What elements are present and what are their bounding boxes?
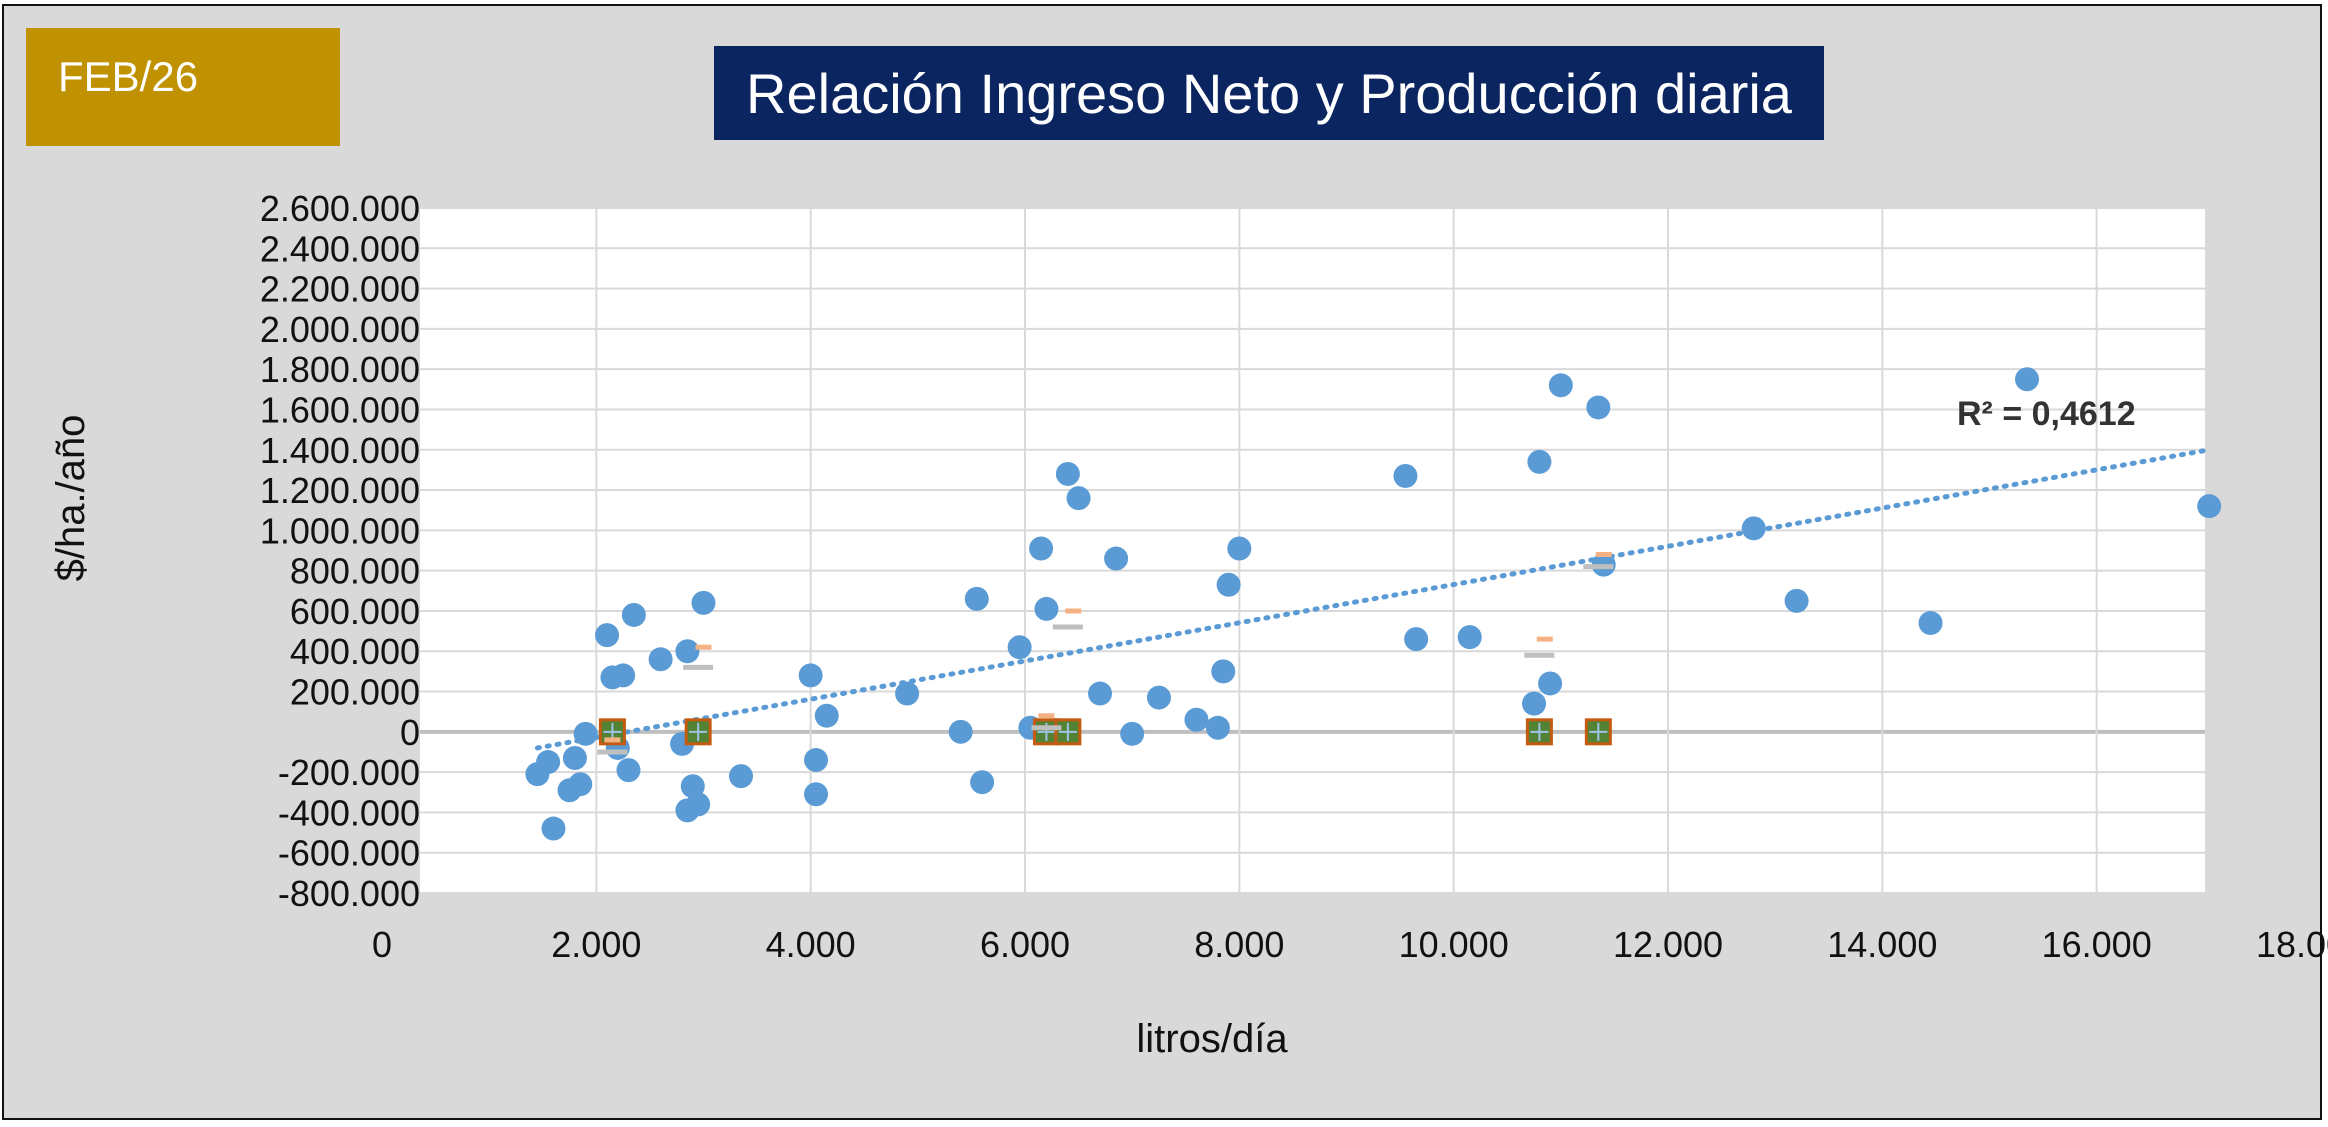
data-point xyxy=(2015,367,2040,392)
data-point xyxy=(970,770,995,795)
y-tick-label: -800.000 xyxy=(278,873,420,914)
plot-area xyxy=(420,208,2205,893)
x-tick-label: 12.000 xyxy=(1613,924,1723,965)
y-tick-label: 600.000 xyxy=(290,591,420,632)
y-tick-label: 1.600.000 xyxy=(260,389,420,430)
y-tick-label: 2.000.000 xyxy=(260,309,420,350)
grid-lines xyxy=(420,207,2312,894)
y-tick-label: 400.000 xyxy=(290,631,420,672)
y-tick-label: 200.000 xyxy=(290,672,420,713)
y-tick-label: 1.400.000 xyxy=(260,430,420,471)
cross-marker xyxy=(1058,722,1077,741)
x-tick-label: 16.000 xyxy=(2042,924,2152,965)
cross-marker xyxy=(689,722,708,741)
data-point xyxy=(1784,588,1809,613)
data-point xyxy=(573,721,598,746)
x-tick-label: 18.000 xyxy=(2256,924,2328,965)
data-point xyxy=(1918,611,1943,636)
y-tick-label: 0 xyxy=(400,712,420,753)
r-squared-label: R² = 0,4612 xyxy=(1957,395,2136,433)
data-point xyxy=(648,647,673,672)
x-axis-label: litros/día xyxy=(1136,1017,1288,1061)
data-point xyxy=(1211,659,1236,684)
y-tick-label: -200.000 xyxy=(278,752,420,793)
data-point xyxy=(536,750,561,775)
x-tick-labels: 0 2.000 4.000 6.000 8.000 10.000 12.000 14.000 1… xyxy=(372,924,2328,965)
data-point xyxy=(1216,572,1241,597)
chart-title: Relación Ingreso Neto y Producción diari… xyxy=(714,46,1824,140)
data-point xyxy=(616,758,641,783)
data-point xyxy=(798,663,823,688)
x-tick-label: 10.000 xyxy=(1399,924,1509,965)
y-tick-label: 2.200.000 xyxy=(260,269,420,310)
data-point xyxy=(1205,715,1230,740)
y-tick-label: 1.000.000 xyxy=(260,510,420,551)
data-point xyxy=(1184,707,1209,732)
data-point xyxy=(1538,671,1563,696)
data-point xyxy=(804,782,829,807)
y-tick-labels: -800.000-600.000-400.000-200.0000200.000… xyxy=(260,188,420,914)
date-badge: FEB/26 xyxy=(26,28,340,146)
y-tick-label: 1.200.000 xyxy=(260,470,420,511)
y-tick-label: 1.800.000 xyxy=(260,349,420,390)
data-point xyxy=(541,816,566,841)
data-point xyxy=(1055,461,1080,486)
data-point xyxy=(595,623,620,648)
data-point xyxy=(964,586,989,611)
x-tick-label: 8.000 xyxy=(1194,924,1284,965)
cross-marker xyxy=(1530,722,1549,741)
data-point xyxy=(1104,546,1129,571)
y-axis-label: $/ha./año xyxy=(49,415,93,582)
data-point xyxy=(1393,463,1418,488)
data-point xyxy=(568,772,593,797)
data-point xyxy=(1227,536,1252,561)
data-point xyxy=(1527,449,1552,474)
data-point xyxy=(1034,596,1059,621)
data-point xyxy=(680,774,705,799)
data-point xyxy=(1457,625,1482,650)
x-tick-label: 4.000 xyxy=(766,924,856,965)
data-point xyxy=(948,719,973,744)
data-point xyxy=(895,681,920,706)
trendline-group xyxy=(534,447,2212,751)
data-point xyxy=(1548,373,1573,398)
y-tick-label: -400.000 xyxy=(278,792,420,833)
data-point xyxy=(729,764,754,789)
data-point xyxy=(611,663,636,688)
data-points xyxy=(525,367,2222,841)
data-point xyxy=(1404,627,1429,652)
data-point xyxy=(2197,494,2222,519)
y-tick-label: 2.400.000 xyxy=(260,228,420,269)
y-tick-label: 2.600.000 xyxy=(260,188,420,229)
data-point xyxy=(562,746,587,771)
x-tick-label: 14.000 xyxy=(1827,924,1937,965)
data-point xyxy=(691,590,716,615)
x-tick-label: 2.000 xyxy=(551,924,641,965)
data-point xyxy=(1586,395,1611,420)
data-point xyxy=(1522,691,1547,716)
data-point xyxy=(1741,516,1766,541)
cross-marker xyxy=(1589,722,1608,741)
data-point xyxy=(1029,536,1054,561)
data-point xyxy=(621,602,646,627)
data-point xyxy=(1088,681,1113,706)
data-point xyxy=(814,703,839,728)
data-point xyxy=(804,748,829,773)
x-tick-label: 6.000 xyxy=(980,924,1070,965)
data-point xyxy=(1146,685,1171,710)
data-point xyxy=(686,792,711,817)
y-tick-label: -600.000 xyxy=(278,833,420,874)
data-point xyxy=(1120,721,1145,746)
data-point xyxy=(1007,635,1032,660)
data-point xyxy=(1066,486,1091,511)
trendline xyxy=(534,447,2212,751)
x-tick-label: 0 xyxy=(372,924,392,965)
y-tick-label: 800.000 xyxy=(290,551,420,592)
data-point xyxy=(675,639,700,664)
